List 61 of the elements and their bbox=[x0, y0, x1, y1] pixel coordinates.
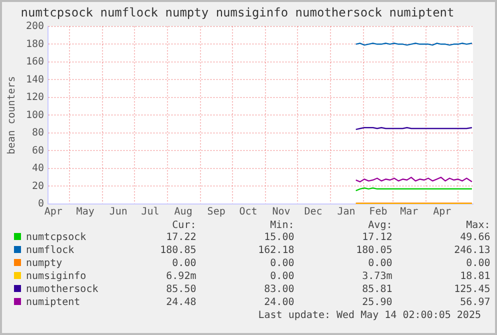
x-tick-label: Oct bbox=[239, 206, 258, 218]
text: 15.00 bbox=[263, 231, 296, 244]
y-tick-label: 80 bbox=[32, 128, 44, 139]
text: 24.00 bbox=[263, 296, 296, 309]
legend-label: numflock bbox=[25, 244, 76, 257]
text: 0.00 bbox=[171, 257, 198, 270]
y-tick-label: 200 bbox=[26, 20, 44, 32]
text: 0.00 bbox=[465, 257, 492, 270]
x-tick-label: Sep bbox=[207, 206, 226, 218]
text: 83.00 bbox=[263, 283, 296, 296]
text: 17.12 bbox=[361, 231, 394, 244]
text: 246.13 bbox=[453, 244, 492, 257]
text: Last update: Wed May 14 02:00:05 2025 bbox=[257, 310, 482, 322]
text: 85.81 bbox=[361, 283, 394, 296]
text: 85.50 bbox=[165, 283, 198, 296]
y-tick-label: 60 bbox=[32, 145, 44, 156]
legend-label: numiptent bbox=[25, 296, 82, 309]
x-tick-label: May bbox=[76, 206, 94, 218]
x-tick-label: Aug bbox=[174, 206, 192, 218]
x-tick-label: Jul bbox=[141, 206, 160, 218]
text: 6.92m bbox=[165, 270, 198, 283]
chart-title: numtcpsock numflock numpty numsiginfo numothersock numiptent bbox=[20, 5, 454, 20]
x-tick-label: Mar bbox=[400, 206, 418, 218]
y-tick-label: 100 bbox=[26, 110, 44, 121]
text: 125.45 bbox=[453, 283, 492, 296]
x-tick-label: Feb bbox=[369, 206, 388, 218]
text: 24.48 bbox=[165, 296, 198, 309]
text: Avg: bbox=[367, 220, 394, 231]
x-tick-label: Apr bbox=[433, 206, 452, 218]
x-tick-label: Apr bbox=[44, 206, 62, 218]
y-axis-title: bean counters bbox=[6, 76, 18, 154]
y-tick-label: 140 bbox=[26, 74, 44, 86]
y-tick-label: 20 bbox=[32, 180, 44, 192]
y-tick-label: 180 bbox=[26, 38, 44, 50]
text: 49.66 bbox=[459, 231, 492, 244]
x-tick-label: Dec bbox=[304, 206, 322, 218]
y-tick-label: 0 bbox=[38, 198, 44, 210]
text: 56.97 bbox=[459, 296, 492, 309]
text: Min: bbox=[269, 220, 296, 231]
text: 18.81 bbox=[459, 270, 492, 283]
text: 180.85 bbox=[159, 244, 198, 257]
text: 180.05 bbox=[355, 244, 394, 257]
text: 17.22 bbox=[165, 231, 198, 244]
y-tick-label: 160 bbox=[26, 56, 44, 68]
y-tick-label: 40 bbox=[32, 163, 44, 174]
text: 3.73m bbox=[361, 270, 394, 283]
x-tick-label: Nov bbox=[272, 206, 290, 218]
x-tick-label: Jun bbox=[109, 206, 128, 218]
legend-label: numtcpsock bbox=[25, 231, 88, 244]
text: 0.00 bbox=[269, 257, 296, 270]
text: 0.00 bbox=[269, 270, 296, 283]
text: 25.90 bbox=[361, 296, 394, 309]
text: Cur: bbox=[171, 220, 198, 231]
legend-label: numsiginfo bbox=[25, 270, 88, 283]
x-tick-label: Jan bbox=[337, 206, 356, 218]
y-tick-label: 120 bbox=[26, 92, 44, 104]
legend-label: numpty bbox=[25, 257, 64, 270]
text: 0.00 bbox=[367, 257, 394, 270]
text: Max: bbox=[465, 220, 492, 231]
legend-label: numothersock bbox=[25, 283, 100, 296]
text: 162.18 bbox=[257, 244, 296, 257]
